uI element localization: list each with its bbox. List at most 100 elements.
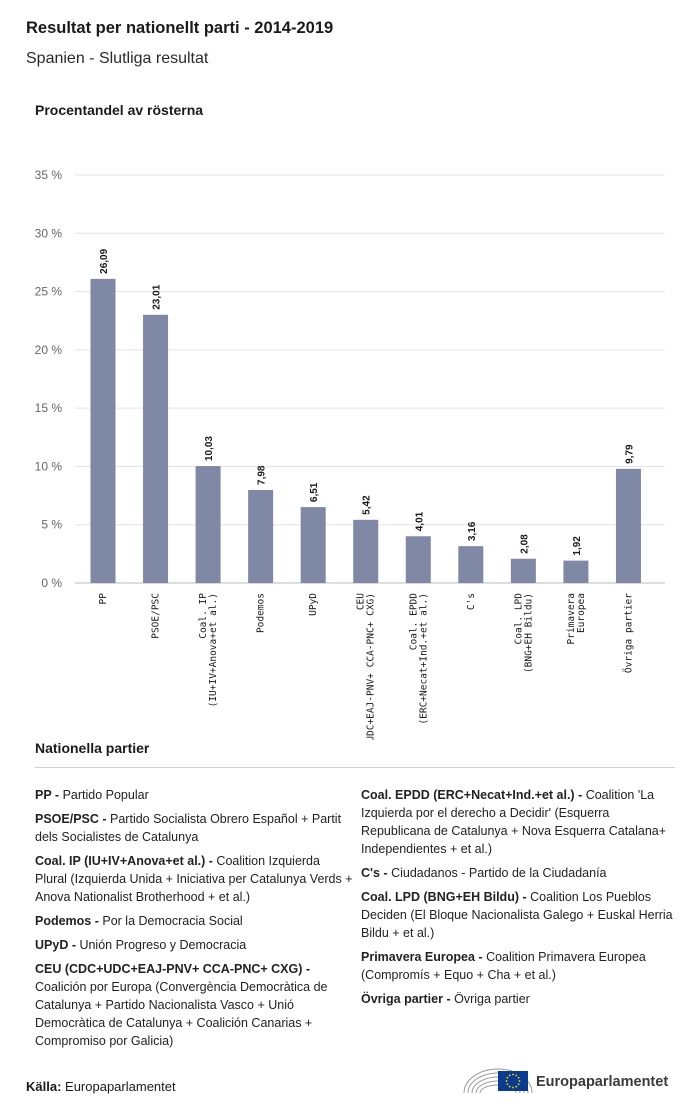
legend-party-desc: Ciudadanos - Partido de la Ciudadanía: [387, 866, 607, 880]
x-tick-label: Coal. EPDD(ERC+Necat+Ind.+et al.): [408, 593, 429, 725]
y-tick-label: 20 %: [35, 343, 63, 357]
legend-column-right: Coal. EPDD (ERC+Necat+Ind.+et al.) - Coa…: [361, 786, 679, 1014]
brand-name: Europaparlamentet: [536, 1074, 669, 1090]
x-tick-label: Coal. IP(IU+IV+Anova+et al.): [198, 593, 219, 708]
data-label: 2,08: [519, 534, 530, 554]
legend-party-abbr: PSOE/PSC -: [35, 812, 107, 826]
legend-party-desc: Coalition Primavera Europea (Compromís +…: [361, 950, 646, 982]
eu-star-icon: [512, 1073, 514, 1076]
legend-entry: Coal. EPDD (ERC+Necat+Ind.+et al.) - Coa…: [361, 786, 679, 858]
legend-party-desc: Coalition 'La Izquierda por el derecho a…: [361, 788, 667, 856]
legend-divider: [35, 767, 675, 768]
legend-entry: Övriga partier - Övriga partier: [361, 990, 679, 1008]
eu-star-icon: [506, 1083, 509, 1086]
eu-star-icon: [517, 1083, 520, 1086]
eu-star-icon: [508, 1085, 511, 1088]
y-tick-label: 35 %: [35, 168, 63, 182]
x-tick-label: PrimaveraEuropea: [566, 593, 587, 644]
eu-stars-icon: [505, 1073, 521, 1089]
legend-party-desc: Övriga partier: [450, 992, 530, 1006]
legend-entry: Primavera Europea - Coalition Primavera …: [361, 948, 679, 984]
legend-party-desc: Coalición por Europa (Convergència Democ…: [35, 980, 328, 1048]
legend-party-desc: Partido Popular: [59, 788, 149, 802]
bar: [143, 314, 169, 583]
legend-party-abbr: PP -: [35, 788, 60, 802]
legend-party-abbr: Podemos -: [35, 914, 99, 928]
eu-star-icon: [515, 1074, 518, 1077]
eu-star-icon: [505, 1080, 508, 1082]
y-tick-label: 30 %: [35, 226, 63, 240]
eu-star-icon: [508, 1074, 511, 1077]
legend-column-left: PP - Partido Popular PSOE/PSC - Partido S…: [35, 786, 353, 1056]
bar: [300, 507, 326, 583]
legend-entry: PP - Partido Popular: [35, 786, 353, 804]
data-label: 3,16: [467, 521, 478, 541]
bar: [195, 466, 221, 583]
data-label: 5,42: [362, 495, 373, 515]
x-tick-label: UPyD: [308, 593, 319, 616]
bar: [248, 489, 274, 583]
bar: [458, 546, 484, 583]
legend-party-desc: Coalition Los Pueblos Deciden (El Bloque…: [361, 890, 673, 940]
y-tick-label: 15 %: [35, 401, 63, 415]
source-value: Europaparlamentet: [65, 1079, 176, 1094]
data-label: 7,98: [257, 465, 268, 485]
data-label: 6,51: [309, 482, 320, 502]
legend-entry: Podemos - Por la Democracia Social: [35, 912, 353, 930]
bar: [90, 278, 116, 583]
eu-flag-icon: [498, 1071, 528, 1091]
x-tick-label: PP: [98, 593, 109, 605]
y-axis-label: Procentandel av rösterna: [35, 102, 204, 118]
y-tick-label: 10 %: [35, 459, 63, 473]
data-label: 4,01: [414, 511, 425, 531]
legend-party-desc: Coalition Izquierda Plural (Izquierda Un…: [35, 854, 353, 904]
chart-title: Resultat per nationellt parti - 2014-201…: [26, 19, 334, 37]
bar: [353, 519, 379, 583]
data-label: 10,03: [204, 436, 215, 461]
data-label: 26,09: [99, 248, 110, 273]
legend-party-abbr: Primavera Europea -: [361, 950, 483, 964]
parliament-hemicycle-icon: [463, 1068, 533, 1094]
x-tick-label: Coal. LPD(BNG+EH Bildu): [513, 593, 534, 673]
x-tick-label: PSOE/PSC: [151, 593, 162, 639]
legend-party-abbr: Övriga partier -: [361, 992, 451, 1006]
eu-star-icon: [515, 1085, 518, 1088]
legend-party-abbr: Coal. LPD (BNG+EH Bildu) -: [361, 890, 527, 904]
bar: [510, 558, 536, 583]
x-tick-label: Övriga partier: [623, 593, 634, 673]
legend-party-desc: Partido Socialista Obrero Español + Part…: [35, 812, 342, 844]
source-line: Källa: Europaparlamentet: [26, 1079, 176, 1094]
bar: [405, 536, 431, 583]
bar-chart: 0 % 5 % 10 % 15 % 20 % 25 % 30 % 35 % 26,09 PP 23,…: [35, 168, 665, 740]
eu-star-icon: [517, 1076, 520, 1079]
chart-subtitle: Spanien - Slutliga resultat: [26, 50, 209, 67]
x-tick-label: CEU(CDC+UDC+EAJ-PNV+ CCA-PNC+ CXG): [356, 593, 377, 740]
y-tick-label: 5 %: [41, 518, 62, 532]
source-label: Källa:: [26, 1079, 62, 1094]
bar: [615, 468, 641, 583]
legend-party-abbr: CEU (CDC+UDC+EAJ-PNV+ CCA-PNC+ CXG) -: [35, 962, 311, 976]
legend-party-abbr: Coal. EPDD (ERC+Necat+Ind.+et al.) -: [361, 788, 583, 802]
legend-party-abbr: C's -: [361, 866, 388, 880]
bar: [563, 560, 589, 583]
y-tick-label: 25 %: [35, 285, 63, 299]
legend-entry: C's - Ciudadanos - Partido de la Ciudada…: [361, 864, 679, 882]
legend-party-desc: Unión Progreso y Democracia: [75, 938, 247, 952]
eu-star-icon: [512, 1086, 514, 1089]
eu-star-icon: [506, 1076, 509, 1079]
legend-entry: Coal. IP (IU+IV+Anova+et al.) - Coalitio…: [35, 852, 353, 906]
legend-entry: Coal. LPD (BNG+EH Bildu) - Coalition Los…: [361, 888, 679, 942]
y-tick-label: 0 %: [41, 576, 62, 590]
legend-entry: PSOE/PSC - Partido Socialista Obrero Esp…: [35, 810, 353, 846]
legend-party-abbr: Coal. IP (IU+IV+Anova+et al.) -: [35, 854, 213, 868]
data-label: 9,79: [624, 444, 635, 464]
data-label: 23,01: [152, 284, 163, 309]
eu-star-icon: [518, 1080, 521, 1082]
legend-entry: UPyD - Unión Progreso y Democracia: [35, 936, 353, 954]
legend-party-abbr: UPyD -: [35, 938, 76, 952]
legend-party-desc: Por la Democracia Social: [98, 914, 243, 928]
data-label: 1,92: [572, 536, 583, 556]
x-tick-label: C's: [466, 593, 477, 610]
legend-heading: Nationella partier: [35, 740, 150, 756]
x-tick-label: Podemos: [256, 593, 267, 633]
